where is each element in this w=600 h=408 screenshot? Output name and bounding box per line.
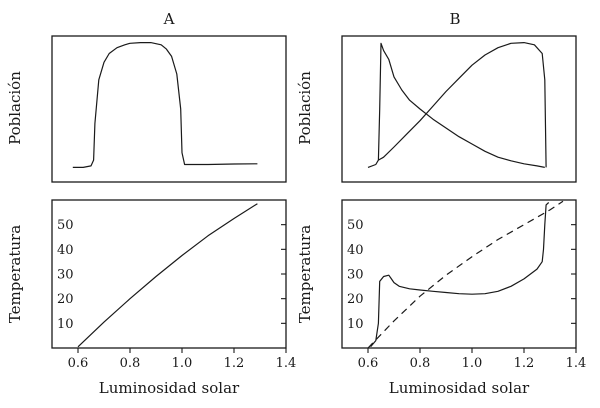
x-axis-label: Luminosidad solar	[389, 379, 530, 397]
y-tick-label: 20	[347, 292, 364, 307]
x-tick-label: 1.2	[514, 356, 535, 371]
y-tick-label: 30	[57, 268, 74, 283]
column-title-a: A	[163, 10, 175, 28]
y-axis-label: Población	[296, 71, 314, 145]
series-layer	[77, 203, 258, 348]
x-tick-label: 1.2	[224, 356, 245, 371]
panel-frame	[341, 199, 577, 349]
x-tick-label: 1.4	[566, 356, 587, 371]
y-tick-label: 30	[347, 268, 364, 283]
series-layer	[367, 200, 564, 349]
y-tick-label: 40	[57, 243, 74, 258]
series-line-1	[370, 202, 550, 348]
series-line-2	[367, 200, 564, 349]
y-tick-label: 20	[57, 292, 74, 307]
x-tick-label: 1.4	[276, 356, 297, 371]
panel-frame	[341, 35, 577, 183]
y-tick-label: 50	[347, 218, 364, 233]
y-tick-label: 40	[347, 243, 364, 258]
tick-layer: 0.6 0.8 1.0 1.2 1.4 10 20 30 40 50	[57, 218, 296, 371]
panel-a-population: Población	[6, 35, 287, 183]
panel-frame	[51, 35, 287, 183]
column-title-b: B	[449, 10, 460, 28]
y-axis-label: Temperatura	[6, 225, 24, 323]
series-line-1	[72, 42, 258, 168]
y-tick-label: 10	[57, 317, 74, 332]
panel-a-temperature: Temperatura Luminosidad solar 0.6 0.8 1.0 1…	[6, 199, 296, 397]
tick-layer: 0.6 0.8 1.0 1.2 1.4 10 20 30 40 50	[347, 218, 586, 371]
x-tick-label: 1.0	[172, 356, 193, 371]
panel-b-population: Población	[296, 35, 577, 183]
x-tick-label: 0.6	[358, 356, 379, 371]
series-line-1	[367, 42, 545, 168]
series-layer	[367, 42, 547, 168]
panel-b-temperature: Temperatura Luminosidad solar 0.6 0.8 1.0 1…	[296, 199, 586, 397]
y-tick-label: 50	[57, 218, 74, 233]
x-axis-label: Luminosidad solar	[99, 379, 240, 397]
x-tick-label: 0.8	[410, 356, 431, 371]
x-tick-label: 0.8	[120, 356, 141, 371]
series-line-1	[77, 203, 258, 348]
y-axis-label: Población	[6, 71, 24, 145]
y-axis-label: Temperatura	[296, 225, 314, 323]
series-layer	[72, 42, 258, 168]
x-tick-label: 1.0	[462, 356, 483, 371]
y-tick-label: 10	[347, 317, 364, 332]
x-tick-label: 0.6	[68, 356, 89, 371]
panel-frame	[51, 199, 287, 349]
series-line-2	[378, 42, 547, 168]
